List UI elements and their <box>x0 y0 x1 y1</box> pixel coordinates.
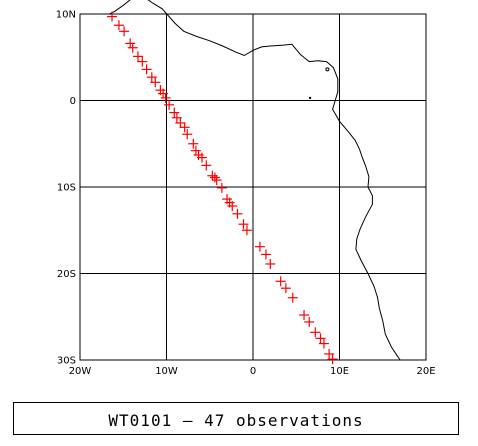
caption-box: WT0101 — 47 observations <box>13 402 459 435</box>
observation-marker <box>137 56 148 67</box>
observation-marker <box>146 72 157 83</box>
observation-marker <box>238 219 249 230</box>
observation-marker <box>193 149 204 160</box>
observation-marker <box>280 283 291 294</box>
lon-tick-label: 10E <box>330 366 349 377</box>
lat-tick-label: 10S <box>57 183 76 194</box>
lat-tick-label: 30S <box>57 356 76 367</box>
observation-marker <box>224 197 235 208</box>
observation-marker <box>150 77 161 88</box>
lon-tick-label: 20E <box>416 366 435 377</box>
map-plot: 20W 10W 0 10E 20E 10N 0 10S 20S 30S <box>56 0 436 378</box>
observation-marker <box>119 26 130 37</box>
observation-marker <box>232 208 243 219</box>
lat-tick-label: 10N <box>56 10 76 21</box>
observation-marker <box>304 316 315 327</box>
observation-marker <box>188 138 199 149</box>
observation-marker <box>254 241 265 252</box>
observation-marker <box>164 99 175 110</box>
observation-marker <box>209 172 220 183</box>
observation-marker <box>125 38 136 49</box>
observation-marker <box>169 107 180 118</box>
observation-marker <box>260 249 271 260</box>
observation-marker <box>179 122 190 133</box>
observation-marker <box>327 354 338 365</box>
observation-marker <box>211 175 222 186</box>
observation-marker <box>141 64 152 75</box>
observation-marker <box>241 225 252 236</box>
lon-tick-label: 0 <box>250 366 256 377</box>
observation-marker <box>171 112 182 123</box>
island-sao-tome <box>308 96 312 100</box>
observation-marker <box>190 145 201 156</box>
observation-marker <box>299 310 310 321</box>
observation-marker <box>160 92 171 103</box>
lat-tick-label: 0 <box>70 96 76 107</box>
observation-marker <box>175 117 186 128</box>
coastline <box>109 0 401 361</box>
island-bioko <box>325 67 330 72</box>
observation-marker <box>182 129 193 140</box>
observation-marker <box>207 170 218 181</box>
lon-tick-label: 10W <box>155 366 178 377</box>
observation-marker <box>158 88 169 99</box>
observation-marker <box>310 327 321 338</box>
observation-marker <box>318 338 329 349</box>
observation-marker <box>107 11 118 22</box>
lon-tick-label: 20W <box>69 366 92 377</box>
observation-marker <box>265 258 276 269</box>
tick-labels: 20W 10W 0 10E 20E 10N 0 10S 20S 30S <box>56 10 436 378</box>
observation-marker <box>216 182 227 193</box>
observation-marker <box>275 276 286 287</box>
caption-text: WT0101 — 47 observations <box>108 411 364 430</box>
observation-marker <box>315 333 326 344</box>
observation-marker <box>324 348 335 359</box>
observation-marker <box>287 292 298 303</box>
coastline-path <box>109 0 401 361</box>
observation-marker <box>127 42 138 53</box>
observation-marker <box>132 51 143 62</box>
observation-marker <box>113 20 124 31</box>
lat-tick-label: 20S <box>57 269 76 280</box>
observation-marker <box>201 160 212 171</box>
observation-markers <box>107 11 338 365</box>
